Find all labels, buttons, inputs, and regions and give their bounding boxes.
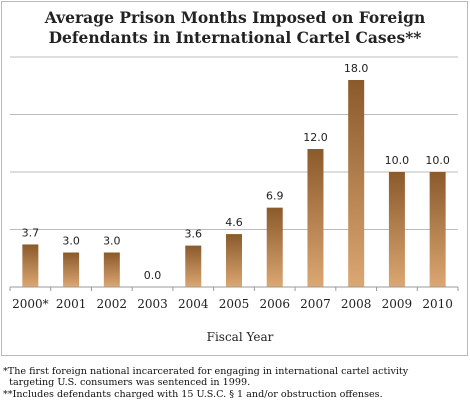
footnote-1-line-1: *The first foreign national incarcerated… bbox=[3, 366, 409, 377]
data-label-2001: 3.0 bbox=[62, 235, 80, 248]
x-tick-label-2006: 2006 bbox=[259, 297, 290, 311]
x-axis-title: Fiscal Year bbox=[207, 330, 274, 344]
bar-2007 bbox=[307, 149, 324, 287]
bar-2006 bbox=[266, 207, 283, 287]
bar-chart: Average Prison Months Imposed on Foreign… bbox=[9, 8, 459, 344]
bar-2002 bbox=[103, 252, 120, 287]
x-tick-label-2009: 2009 bbox=[382, 297, 413, 311]
data-label-2007: 12.0 bbox=[303, 131, 328, 144]
x-axis-ticks: 2000* 2001 2002 2003 2004 2005 2006 2007 2008 200… bbox=[9, 287, 459, 311]
data-label-2003: 0.0 bbox=[144, 269, 162, 282]
bar-2004 bbox=[185, 245, 202, 287]
footnote-1-line-2: targeting U.S. consumers was sentenced i… bbox=[3, 377, 251, 388]
data-label-2000: 3.7 bbox=[22, 226, 40, 239]
bars bbox=[22, 80, 446, 287]
data-label-2005: 4.6 bbox=[225, 216, 243, 229]
x-tick-label-2001: 2001 bbox=[56, 297, 87, 311]
data-label-2010: 10.0 bbox=[425, 154, 450, 167]
data-label-2006: 6.9 bbox=[266, 190, 284, 203]
gridlines bbox=[10, 56, 458, 230]
data-label-2009: 10.0 bbox=[385, 154, 410, 167]
x-tick-label-2004: 2004 bbox=[178, 297, 209, 311]
data-labels: 3.7 3.0 3.0 0.0 3.6 4.6 6.9 12.0 18.0 10.0 10.0 bbox=[22, 62, 450, 282]
data-label-2004: 3.6 bbox=[185, 228, 203, 241]
data-label-2008: 18.0 bbox=[344, 62, 369, 75]
footnote-2: **Includes defendants charged with 15 U.… bbox=[3, 389, 383, 400]
bar-2009 bbox=[388, 172, 405, 287]
x-tick-label-2010: 2010 bbox=[422, 297, 453, 311]
x-tick-label-2008: 2008 bbox=[341, 297, 372, 311]
chart-title-line-1: Average Prison Months Imposed on Foreign bbox=[44, 8, 426, 27]
bar-2008 bbox=[348, 80, 365, 287]
x-tick-label-2000: 2000* bbox=[12, 297, 49, 311]
data-label-2002: 3.0 bbox=[103, 235, 121, 248]
bar-2000 bbox=[22, 244, 39, 287]
bar-2005 bbox=[226, 234, 242, 287]
bar-2001 bbox=[63, 252, 80, 287]
chart-title-line-2: Defendants in International Cartel Cases… bbox=[49, 28, 422, 47]
bar-2010 bbox=[429, 172, 446, 287]
x-tick-label-2007: 2007 bbox=[300, 297, 331, 311]
x-tick-label-2003: 2003 bbox=[137, 297, 168, 311]
x-tick-label-2002: 2002 bbox=[97, 297, 128, 311]
x-tick-label-2005: 2005 bbox=[219, 297, 250, 311]
